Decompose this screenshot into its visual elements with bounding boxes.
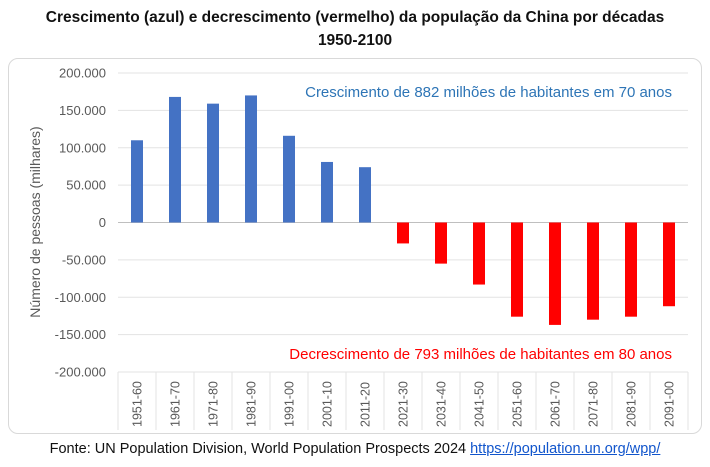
y-axis-label: Número de pessoas (milhares)	[27, 126, 43, 317]
x-tick-label: 2051-60	[511, 381, 525, 427]
bar-2071-80	[587, 222, 599, 320]
x-tick-label: 2031-40	[435, 381, 449, 427]
x-tick-label: 1981-90	[245, 381, 259, 427]
x-tick-label: 2081-90	[625, 381, 639, 427]
source-link[interactable]: https://population.un.org/wpp/	[470, 441, 661, 457]
x-tick-label: 1971-80	[207, 381, 221, 427]
x-tick-label: 2061-70	[549, 381, 563, 427]
y-tick-label: 100.000	[59, 140, 106, 155]
bar-2001-10	[321, 161, 333, 223]
x-tick-label: 2021-30	[397, 381, 411, 427]
y-tick-label: -150.000	[55, 327, 106, 342]
y-tick-label: -200.000	[55, 365, 106, 380]
bar-2091-00	[663, 222, 675, 307]
bar-1981-90	[245, 95, 257, 223]
chart-title: Crescimento (azul) e decrescimento (verm…	[45, 9, 665, 49]
bar-1961-70	[169, 96, 181, 223]
x-tick-label: 2091-00	[663, 381, 677, 427]
bar-2081-90	[625, 222, 637, 317]
bar-1971-80	[207, 103, 219, 223]
y-tick-label: -100.000	[55, 290, 106, 305]
x-tick-label: 2041-50	[473, 381, 487, 427]
bar-2031-40	[435, 222, 447, 264]
chart-area	[8, 58, 702, 434]
x-tick-label: 1961-70	[169, 381, 183, 427]
bar-2051-60	[511, 222, 523, 317]
annotation-decline: Decrescimento de 793 milhões de habitant…	[289, 346, 672, 363]
annotation-growth: Crescimento de 882 milhões de habitantes…	[305, 84, 672, 101]
x-tick-label: 1991-00	[283, 381, 297, 427]
bar-2011-20	[359, 167, 371, 223]
x-tick-label: 2071-80	[587, 381, 601, 427]
source-text: Fonte: UN Population Division, World Pop…	[49, 441, 467, 457]
bar-2061-70	[549, 222, 561, 325]
x-tick-label: 2001-10	[321, 381, 335, 427]
x-tick-label: 1951-60	[131, 381, 145, 427]
y-tick-label: 200.000	[59, 66, 106, 81]
bar-chart: 200.000 150.000 100.000 50.000 0 -50.000 -100.…	[27, 66, 689, 430]
y-tick-label: 150.000	[59, 103, 106, 118]
bar-1951-60	[131, 140, 143, 223]
bar-2021-30	[397, 222, 409, 244]
y-tick-label: 0	[99, 215, 106, 230]
source-line: Fonte: UN Population Division, World Pop…	[0, 441, 710, 457]
x-tick-label: 2011-20	[359, 382, 373, 427]
y-tick-label: -50.000	[62, 252, 106, 267]
bar-1991-00	[283, 135, 295, 223]
y-tick-label: 50.000	[66, 178, 106, 193]
bar-2041-50	[473, 222, 485, 285]
